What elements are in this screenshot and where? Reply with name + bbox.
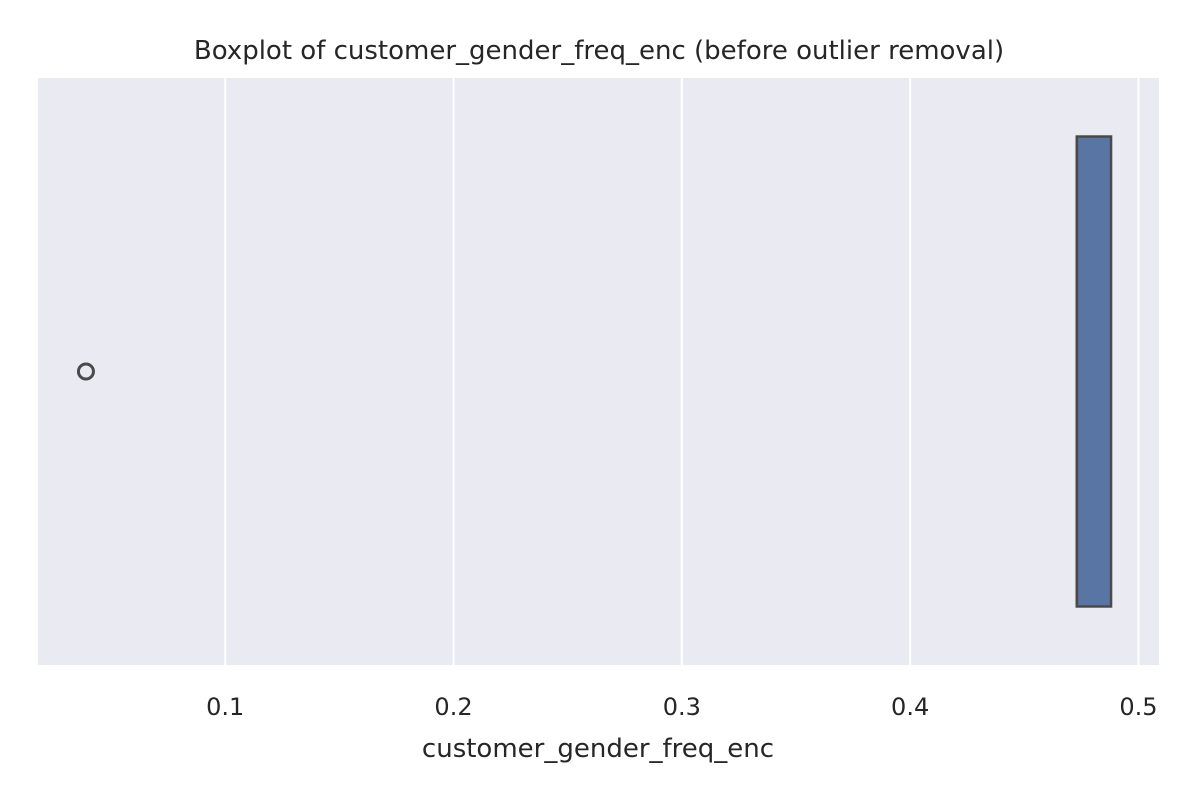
x-tick-labels: 0.1 0.2 0.3 0.4 0.5 [206,693,1157,721]
x-tick-label: 0.3 [663,693,701,721]
x-tick-label: 0.5 [1119,693,1157,721]
boxplot-marks [76,135,1113,608]
plot-area [38,78,1159,665]
box [1075,135,1113,608]
x-axis-label: customer_gender_freq_enc [422,734,774,764]
x-tick-label: 0.1 [206,693,244,721]
chart-title: Boxplot of customer_gender_freq_enc (bef… [194,36,1004,66]
x-tick-label: 0.4 [891,693,929,721]
x-gridlines [224,78,1140,665]
x-tick-label: 0.2 [434,693,472,721]
outlier-point [76,362,95,381]
